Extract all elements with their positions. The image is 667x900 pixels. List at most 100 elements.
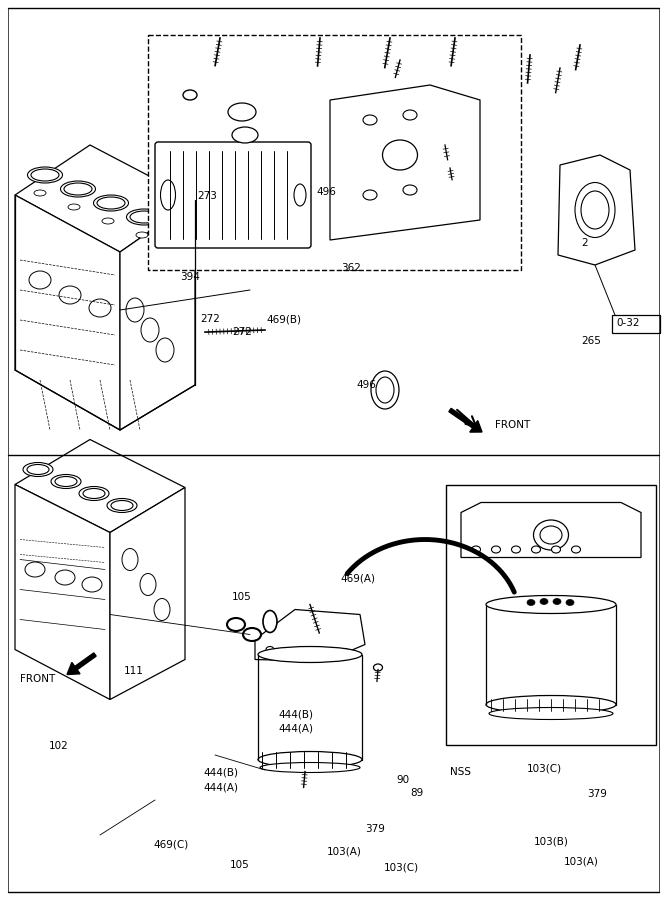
Text: 379: 379	[366, 824, 386, 833]
Ellipse shape	[532, 546, 540, 553]
Text: 102: 102	[49, 741, 69, 751]
Polygon shape	[15, 145, 195, 252]
Text: 444(A): 444(A)	[203, 783, 238, 793]
Bar	[446, 484, 656, 744]
Bar	[148, 35, 521, 270]
Ellipse shape	[27, 167, 63, 183]
Text: 103(C): 103(C)	[384, 862, 419, 872]
Ellipse shape	[363, 115, 377, 125]
Ellipse shape	[227, 618, 245, 631]
Polygon shape	[330, 85, 480, 240]
Ellipse shape	[258, 646, 362, 662]
Text: 90: 90	[397, 775, 410, 785]
Ellipse shape	[93, 195, 129, 211]
Ellipse shape	[403, 110, 417, 120]
Ellipse shape	[260, 762, 360, 772]
Ellipse shape	[183, 90, 197, 100]
Ellipse shape	[55, 570, 75, 585]
Ellipse shape	[534, 520, 568, 550]
Ellipse shape	[25, 562, 45, 577]
Ellipse shape	[403, 185, 417, 195]
Ellipse shape	[351, 212, 375, 228]
Text: 444(A): 444(A)	[279, 724, 313, 733]
Ellipse shape	[512, 546, 520, 553]
Text: 272: 272	[232, 327, 252, 337]
Ellipse shape	[243, 628, 261, 641]
Text: 394: 394	[180, 272, 200, 282]
Ellipse shape	[97, 197, 125, 209]
Ellipse shape	[83, 489, 105, 499]
Polygon shape	[15, 195, 120, 430]
Text: 103(C): 103(C)	[527, 763, 562, 773]
Text: 265: 265	[582, 336, 602, 346]
Ellipse shape	[59, 286, 81, 304]
Ellipse shape	[122, 548, 138, 571]
Ellipse shape	[126, 298, 144, 322]
Ellipse shape	[371, 371, 399, 409]
Text: 105: 105	[232, 592, 252, 602]
Ellipse shape	[346, 191, 374, 209]
Ellipse shape	[127, 209, 161, 225]
Text: 273: 273	[197, 191, 217, 201]
Ellipse shape	[29, 271, 51, 289]
Text: 105: 105	[230, 860, 250, 869]
Ellipse shape	[232, 127, 258, 143]
Text: 103(A): 103(A)	[564, 857, 598, 867]
Text: 0-32: 0-32	[616, 318, 640, 328]
Ellipse shape	[486, 596, 616, 614]
Text: 379: 379	[587, 789, 607, 799]
Polygon shape	[461, 502, 641, 557]
Text: 469(B): 469(B)	[267, 315, 301, 325]
Ellipse shape	[140, 573, 156, 596]
Ellipse shape	[486, 696, 616, 714]
Ellipse shape	[572, 546, 580, 553]
Ellipse shape	[266, 646, 274, 652]
FancyArrow shape	[67, 652, 96, 674]
Text: 469(C): 469(C)	[153, 840, 189, 850]
Text: FRONT: FRONT	[20, 674, 55, 685]
Ellipse shape	[107, 499, 137, 512]
Ellipse shape	[341, 649, 349, 654]
FancyBboxPatch shape	[155, 142, 311, 248]
Ellipse shape	[64, 183, 92, 195]
Polygon shape	[15, 439, 185, 533]
Text: 469(A): 469(A)	[340, 573, 375, 583]
Text: 496: 496	[357, 380, 377, 390]
Ellipse shape	[575, 183, 615, 238]
Ellipse shape	[79, 487, 109, 500]
Ellipse shape	[82, 577, 102, 592]
Ellipse shape	[156, 338, 174, 362]
Ellipse shape	[263, 610, 277, 633]
Text: FRONT: FRONT	[495, 420, 530, 430]
Ellipse shape	[472, 546, 480, 553]
FancyArrow shape	[449, 409, 482, 432]
Text: 362: 362	[342, 263, 362, 273]
Text: 89: 89	[410, 788, 424, 798]
Text: 496: 496	[316, 187, 336, 197]
Ellipse shape	[374, 664, 382, 671]
Ellipse shape	[382, 140, 418, 170]
Ellipse shape	[540, 598, 548, 605]
Ellipse shape	[581, 191, 609, 229]
Ellipse shape	[258, 752, 362, 768]
Ellipse shape	[23, 463, 53, 476]
Ellipse shape	[68, 204, 80, 210]
Ellipse shape	[55, 476, 77, 487]
Text: NSS: NSS	[450, 767, 471, 777]
Ellipse shape	[51, 474, 81, 489]
Text: 444(B): 444(B)	[203, 768, 238, 778]
Text: 272: 272	[200, 314, 220, 324]
Polygon shape	[120, 200, 195, 430]
Ellipse shape	[89, 299, 111, 317]
Text: 444(B): 444(B)	[279, 709, 313, 719]
Ellipse shape	[27, 464, 49, 474]
Ellipse shape	[553, 598, 561, 605]
Polygon shape	[110, 488, 185, 699]
Ellipse shape	[489, 707, 613, 719]
Ellipse shape	[294, 184, 306, 206]
Ellipse shape	[161, 180, 175, 210]
Text: 111: 111	[123, 666, 143, 676]
Ellipse shape	[228, 103, 256, 121]
Polygon shape	[558, 155, 635, 265]
Polygon shape	[255, 609, 365, 662]
